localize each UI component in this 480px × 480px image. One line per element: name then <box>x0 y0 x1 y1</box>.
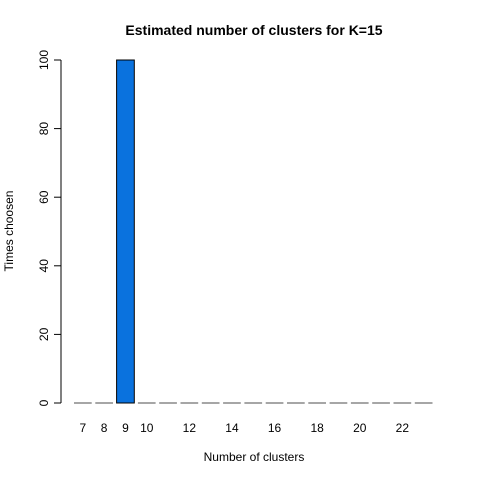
y-tick-label: 40 <box>37 259 51 273</box>
x-tick-label-7: 7 <box>80 421 87 435</box>
x-tick-label-12: 12 <box>183 421 197 435</box>
x-tick-label-22: 22 <box>396 421 410 435</box>
x-tick-labels: 7 8 9 10 12 14 16 18 20 22 <box>80 421 410 435</box>
y-tick-label: 20 <box>37 327 51 341</box>
bars <box>74 59 433 404</box>
x-tick-label-18: 18 <box>310 421 324 435</box>
x-tick-label-9: 9 <box>122 421 129 435</box>
x-tick-label-10: 10 <box>140 421 154 435</box>
x-tick-label-20: 20 <box>353 421 367 435</box>
y-axis: 0 20 40 60 80 100 <box>37 50 62 406</box>
x-tick-label-8: 8 <box>101 421 108 435</box>
x-axis-label: Number of clusters <box>204 450 305 464</box>
y-tick-label: 0 <box>37 399 51 406</box>
x-tick-label-14: 14 <box>225 421 239 435</box>
y-tick-label: 60 <box>37 190 51 204</box>
x-tick-label-16: 16 <box>268 421 282 435</box>
bar-9 <box>116 59 135 404</box>
chart-title: Estimated number of clusters for K=15 <box>125 22 382 38</box>
y-axis-label: Times choosen <box>2 191 16 272</box>
y-tick-label: 80 <box>37 122 51 136</box>
y-tick-label: 100 <box>37 50 51 70</box>
